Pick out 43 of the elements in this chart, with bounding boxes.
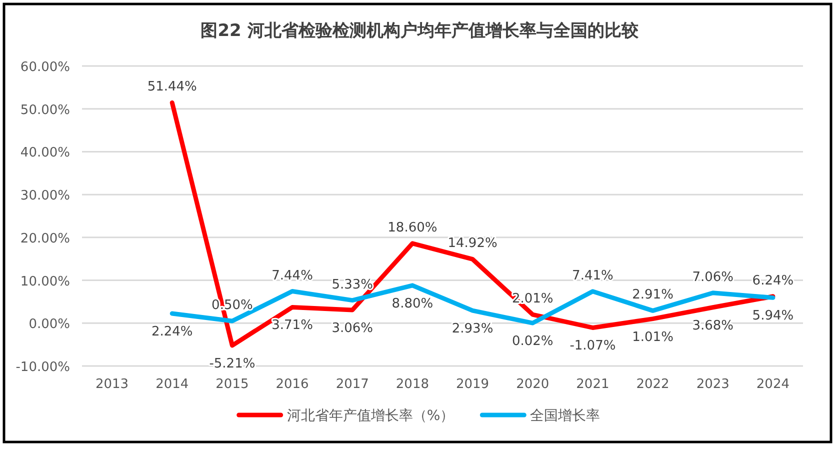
x-tick-label: 2021	[576, 377, 610, 392]
data-label: 7.06%	[692, 270, 734, 285]
y-tick-label: 40.00%	[20, 146, 70, 161]
legend-label: 全国增长率	[530, 408, 600, 424]
legend-label: 河北省年产值增长率（%）	[286, 408, 454, 424]
data-label: 2.91%	[632, 288, 674, 303]
data-label: 1.01%	[632, 330, 674, 345]
chart-title: 图22 河北省检验检测机构户均年产值增长率与全国的比较	[200, 21, 640, 41]
x-tick-label: 2015	[216, 377, 249, 392]
data-label: 51.44%	[147, 80, 197, 95]
x-tick-label: 2018	[396, 377, 430, 392]
x-tick-label: 2020	[516, 377, 550, 392]
data-label: 5.33%	[332, 277, 374, 292]
y-tick-label: 20.00%	[20, 231, 70, 246]
x-tick-label: 2024	[756, 377, 790, 392]
y-tick-label: 50.00%	[20, 102, 70, 118]
x-tick-label: 2022	[636, 377, 670, 392]
data-label: -1.07%	[570, 338, 616, 354]
data-label: 2.93%	[452, 322, 494, 337]
data-label: 14.92%	[448, 236, 498, 252]
data-label: 8.80%	[392, 296, 434, 312]
y-tick-label: -10.00%	[16, 360, 70, 375]
data-label: 7.44%	[272, 268, 313, 284]
x-tick-label: 2014	[156, 377, 189, 392]
y-tick-label: 0.00%	[28, 317, 70, 332]
data-label: 0.02%	[512, 334, 554, 350]
y-tick-label: 30.00%	[20, 188, 70, 204]
x-tick-label: 2016	[276, 377, 309, 392]
data-label: 6.24%	[752, 273, 794, 288]
x-tick-label: 2023	[696, 377, 730, 392]
data-label: 18.60%	[388, 220, 438, 236]
y-tick-label: 60.00%	[20, 60, 70, 75]
x-tick-label: 2019	[456, 377, 490, 392]
y-tick-label: 10.00%	[20, 274, 70, 290]
data-label: 3.68%	[692, 318, 734, 334]
data-label: 7.41%	[572, 268, 614, 284]
data-label: 3.71%	[272, 318, 313, 334]
x-tick-label: 2013	[95, 377, 129, 392]
data-label: 5.94%	[752, 308, 794, 324]
data-label: 2.24%	[151, 324, 193, 340]
data-label: 3.06%	[332, 321, 374, 336]
data-label: -5.21%	[209, 356, 256, 372]
x-tick-label: 2017	[336, 377, 369, 392]
